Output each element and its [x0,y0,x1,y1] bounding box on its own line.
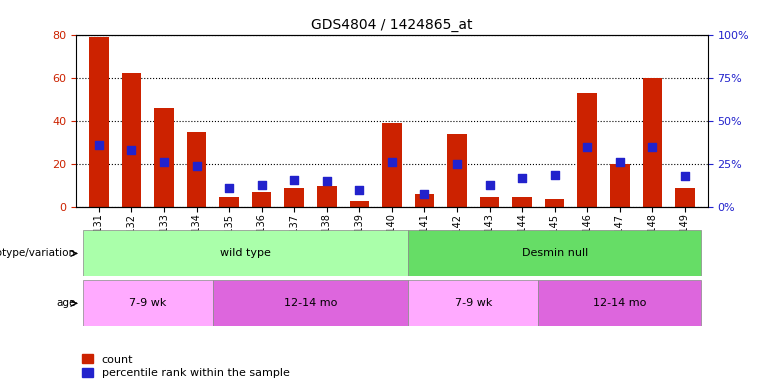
Point [679,173,691,179]
Text: 7-9 wk: 7-9 wk [454,298,492,308]
Bar [83,230,408,276]
Text: genotype/variation: genotype/variation [0,248,75,258]
Bar [545,199,565,207]
Point [158,159,170,166]
Text: 12-14 mo: 12-14 mo [593,298,647,308]
Point [646,144,658,150]
Bar [512,197,532,207]
Bar [539,280,701,326]
Point [419,190,431,197]
Bar [89,37,109,207]
Bar [480,197,499,207]
Bar [285,188,304,207]
Point [223,185,235,191]
Point [451,161,463,167]
Bar [578,93,597,207]
Point [126,147,138,154]
Point [353,187,365,193]
Bar [675,188,695,207]
Bar [349,201,369,207]
Bar [408,280,539,326]
Bar [317,186,336,207]
Bar [213,280,408,326]
Point [483,182,495,188]
Bar [610,164,629,207]
Bar [219,197,239,207]
Legend: count, percentile rank within the sample: count, percentile rank within the sample [81,354,289,379]
Point [549,171,561,177]
Text: 7-9 wk: 7-9 wk [129,298,167,308]
Bar [154,108,174,207]
Bar [186,132,206,207]
Text: 12-14 mo: 12-14 mo [284,298,337,308]
Bar [83,280,213,326]
Point [386,159,398,166]
Bar [408,230,701,276]
Text: age: age [56,298,75,308]
Point [256,182,268,188]
Point [190,163,202,169]
Point [288,177,301,183]
Text: wild type: wild type [220,248,271,258]
Bar [447,134,466,207]
Title: GDS4804 / 1424865_at: GDS4804 / 1424865_at [311,18,473,32]
Point [516,175,528,181]
Point [613,159,626,166]
Point [93,142,105,148]
Text: Desmin null: Desmin null [521,248,587,258]
Bar [122,73,142,207]
Point [320,178,333,185]
Point [581,144,594,150]
Bar [415,194,435,207]
Bar [642,78,662,207]
Bar [382,123,402,207]
Bar [252,192,272,207]
